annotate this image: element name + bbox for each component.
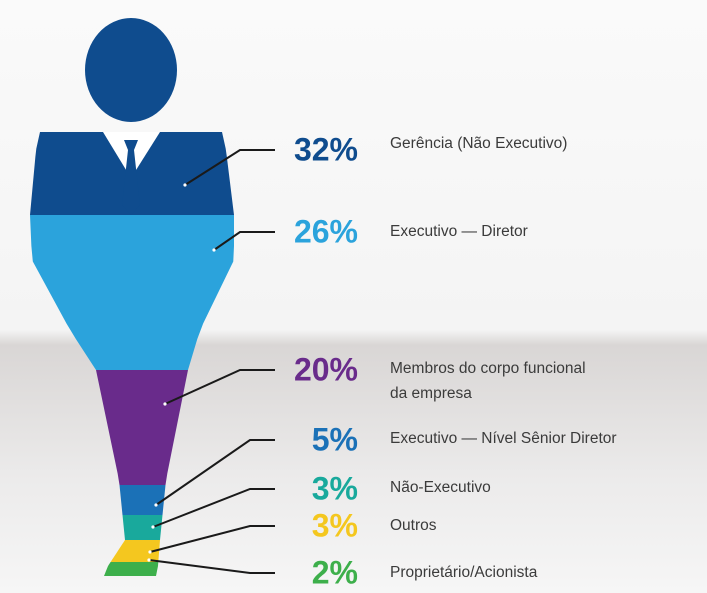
leader-dot [154, 503, 157, 506]
category-label: Outros [390, 513, 437, 538]
value-label: 3% [312, 507, 358, 543]
leader-dot [163, 402, 166, 405]
category-label: Gerência (Não Executivo) [390, 131, 567, 156]
category-label: Executivo — Nível Sênior Diretor [390, 426, 617, 451]
value-label: 5% [312, 421, 358, 457]
category-label: Não-Executivo [390, 475, 491, 500]
value-label: 20% [294, 351, 358, 387]
value-label: 2% [312, 554, 358, 590]
funnel-segment [123, 515, 163, 540]
funnel-segment [30, 215, 234, 370]
leader-line [149, 560, 275, 573]
funnel-segment [96, 370, 188, 485]
infographic: 32% 26% 20% 5% 3%3% 2% Gerência (Não Executiv… [0, 0, 707, 593]
category-label: Proprietário/Acionista [390, 560, 537, 585]
head [85, 18, 177, 122]
leader-dot [147, 558, 150, 561]
leader-dot [148, 550, 151, 553]
value-label: 3% [312, 470, 358, 506]
value-label: 32% [294, 131, 358, 167]
value-label: 26% [294, 213, 358, 249]
funnel-segment [104, 562, 158, 576]
category-label: Executivo — Diretor [390, 219, 528, 244]
leader-dot [183, 183, 186, 186]
funnel-segment [120, 485, 166, 515]
chart: 32% 26% 20% 5% 3%3% 2% [0, 0, 707, 593]
category-label: Membros do corpo funcional da empresa [390, 356, 586, 406]
leader-line [150, 526, 275, 552]
leader-line [156, 440, 275, 505]
leader-dot [212, 248, 215, 251]
leader-dot [151, 525, 154, 528]
